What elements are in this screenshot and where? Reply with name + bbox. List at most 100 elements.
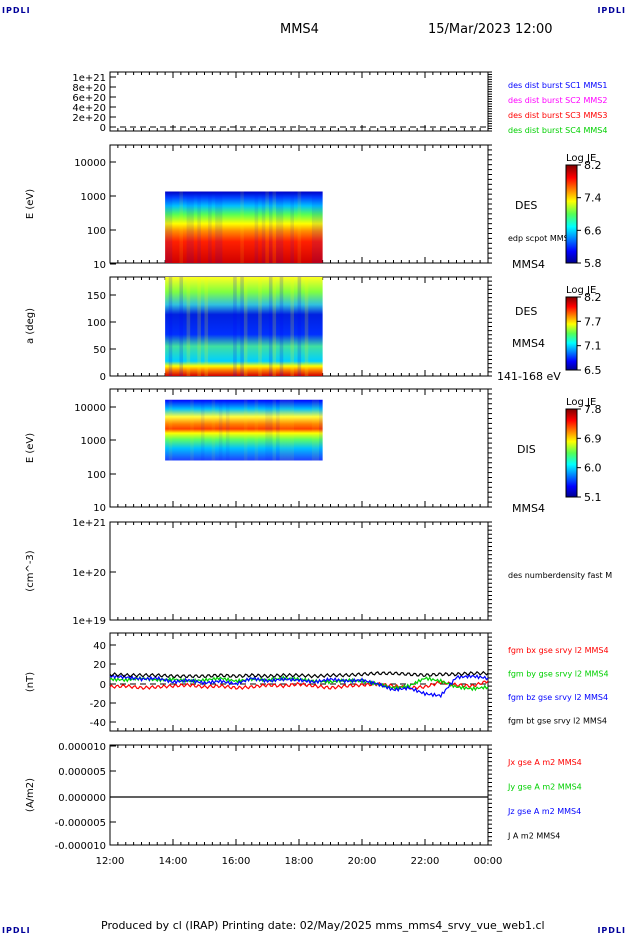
heatmap-column	[268, 399, 273, 461]
des-pitch-angle-spectrogram	[165, 277, 323, 376]
panel-frame-5	[109, 521, 489, 621]
x-tick-label: 18:00	[285, 856, 314, 867]
colorbar-tick-label: 7.8	[584, 403, 602, 416]
colorbar-tick-label: 5.1	[584, 491, 602, 504]
heatmap-column	[225, 399, 230, 461]
heatmap-column	[272, 191, 277, 263]
legend-entry: fgm bt gse srvy l2 MMS4	[508, 717, 607, 726]
legend-entry: Jx gse A m2 MMS4	[507, 758, 582, 767]
x-tick-label: 16:00	[222, 856, 251, 867]
heatmap-column	[265, 399, 269, 461]
colorbar-tick-label: 7.4	[584, 192, 602, 205]
heatmap-column	[315, 191, 320, 263]
x-tick-label: 20:00	[348, 856, 377, 867]
y-tick-label: 1000	[81, 192, 106, 203]
colorbar	[565, 296, 578, 371]
colorbar-title: Log JE	[566, 397, 596, 408]
corner-label-top-right: IPDLI	[597, 6, 626, 15]
heatmap-column	[190, 191, 194, 263]
legend-entry: Jz gse A m2 MMS4	[507, 807, 581, 816]
colorbar-title: Log JE	[566, 285, 596, 296]
colorbar-tick-label: 6.5	[584, 364, 602, 377]
legend-entry: des dist burst SC2 MMS2	[508, 96, 607, 105]
corner-label-bottom-right: IPDLI	[597, 926, 626, 935]
legend-entry: fgm bz gse srvy l2 MMS4	[508, 693, 608, 702]
colorbar	[565, 408, 578, 498]
colorbar-tick-label: 8.2	[584, 291, 602, 304]
heatmap-column	[268, 277, 273, 376]
y-tick-label: 10	[93, 260, 106, 271]
panel-frame-7	[109, 744, 489, 846]
colorbar-tick-label: 5.8	[584, 257, 602, 270]
y-tick-label: 1e+21	[72, 518, 106, 529]
y-tick-label: 100	[87, 318, 106, 329]
colorbar	[565, 164, 578, 264]
heatmap-column	[168, 399, 173, 461]
y-tick-label: 6e+20	[72, 93, 106, 104]
y-tick-label: 2e+20	[72, 113, 106, 124]
heatmap-column	[286, 399, 291, 461]
heatmap-column	[197, 277, 201, 376]
heatmap-column	[272, 399, 277, 461]
heatmap-column	[297, 191, 302, 263]
heatmap-column	[290, 399, 294, 461]
legend-entry: des dist burst SC4 MMS4	[508, 126, 607, 135]
colorbar-tick-label: 8.2	[584, 159, 602, 172]
dis-energy-spectrogram	[165, 399, 323, 461]
colorbar-tick-label: 6.0	[584, 462, 602, 475]
heatmap-column	[279, 191, 284, 263]
y-tick-label: 0.000000	[58, 793, 106, 804]
panel-side-label: MMS4	[512, 502, 545, 515]
colorbar-title: Log JE	[566, 153, 596, 164]
y-axis-label: E (eV)	[25, 433, 36, 463]
heatmap-column	[279, 277, 284, 376]
heatmap-column	[204, 277, 209, 376]
y-tick-label: -0.000010	[55, 841, 106, 852]
heatmap-column	[311, 191, 316, 263]
y-tick-label: 0	[100, 123, 106, 134]
heatmap-column	[179, 277, 184, 376]
heatmap-column	[276, 399, 280, 461]
y-tick-label: -0.000005	[55, 818, 106, 829]
heatmap-column	[261, 191, 266, 263]
legend-entry: fgm by gse srvy l2 MMS4	[508, 670, 609, 679]
panel-side-label: 141-168 eV	[497, 370, 561, 383]
colorbar-tick-label: 7.1	[584, 340, 602, 353]
panel-side-label: DIS	[517, 443, 536, 456]
heatmap-column	[265, 191, 269, 263]
x-tick-label: 22:00	[411, 856, 440, 867]
y-tick-label: 4e+20	[72, 103, 106, 114]
heatmap-column	[240, 191, 244, 263]
corner-label-bottom-left: IPDLI	[2, 926, 31, 935]
y-tick-label: 1e+20	[72, 568, 106, 579]
heatmap-column	[272, 277, 277, 376]
legend-entry: J A m2 MMS4	[507, 832, 560, 841]
x-tick-label: 00:00	[474, 856, 503, 867]
heatmap-column	[319, 191, 323, 263]
y-axis-label: (A/m2)	[25, 778, 36, 812]
heatmap-column	[215, 191, 219, 263]
y-tick-label: 0.000005	[58, 767, 106, 778]
corner-label-top-left: IPDLI	[2, 6, 31, 15]
series-line-bx	[109, 680, 489, 691]
colorbar-tick-label: 6.6	[584, 224, 602, 237]
panel-frame-1	[109, 71, 489, 132]
y-tick-label: 0	[100, 680, 106, 691]
heatmap-column	[186, 191, 191, 263]
panel-side-label: MMS4	[512, 337, 545, 350]
panel-side-label: MMS4	[512, 258, 545, 271]
heatmap-column	[197, 191, 201, 263]
y-tick-label: 1e+21	[72, 73, 106, 84]
y-tick-label: 100	[87, 470, 106, 481]
heatmap-column	[200, 399, 205, 461]
heatmap-column	[268, 191, 273, 263]
heatmap-column	[315, 399, 320, 461]
y-tick-label: 10000	[74, 158, 106, 169]
heatmap-column	[258, 277, 262, 376]
spacecraft-title: MMS4	[280, 22, 319, 37]
heatmap-column	[165, 191, 169, 263]
heatmap-column	[168, 277, 173, 376]
panel-side-label: DES	[515, 305, 537, 318]
heatmap-column	[279, 399, 284, 461]
